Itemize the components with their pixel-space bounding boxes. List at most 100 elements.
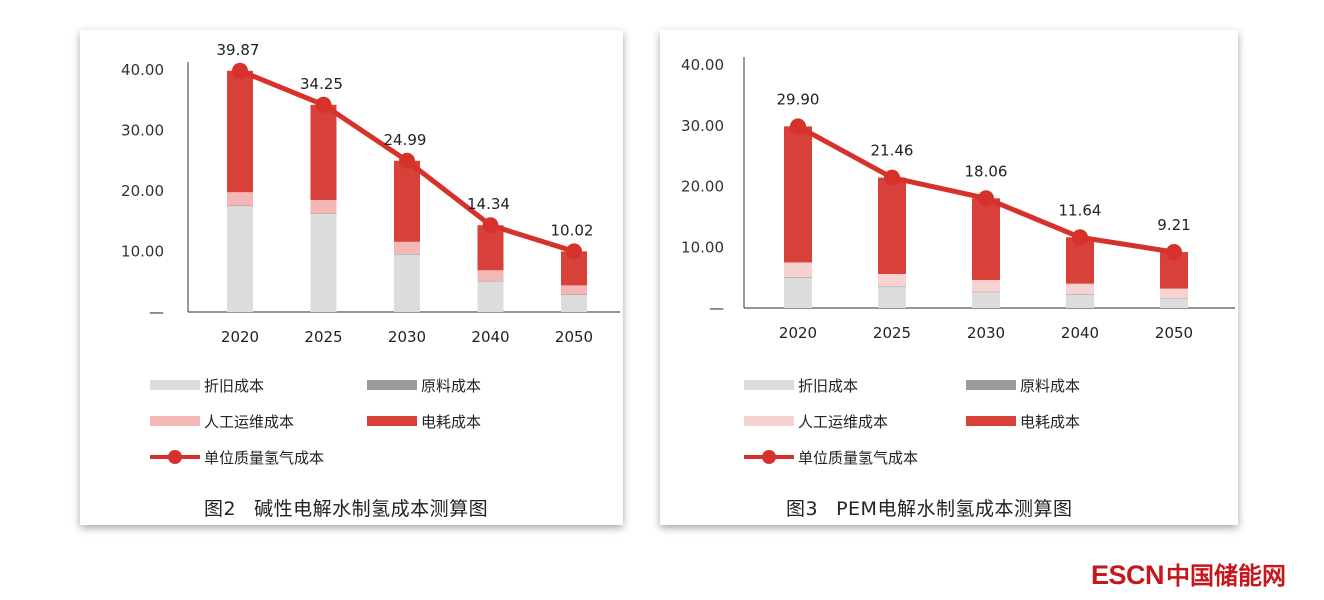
unit-cost-point [315,96,332,113]
bar-segment [477,270,504,282]
y-tick-label: 40.00 [681,56,724,74]
x-tick-label: 2020 [221,328,259,346]
unit-cost-point [399,152,415,169]
y-tick-label: 20.00 [681,178,724,196]
data-label: 10.02 [551,221,594,239]
legend-item-electricity: 电耗成本 [966,411,1080,431]
legend-item-depreciation: 折旧成本 [150,375,264,395]
bar-segment [227,205,253,207]
data-label: 21.46 [871,142,914,160]
legend-label: 折旧成本 [204,376,265,395]
bar-segment [561,295,587,312]
data-label: 39.87 [217,41,260,59]
bar-segment [784,262,812,278]
data-label: 24.99 [384,131,427,149]
bar-segment [1160,298,1188,308]
x-tick-label: 2030 [388,328,426,346]
data-label: 34.25 [300,75,343,93]
bar-segment [1066,294,1094,295]
bar-segment [310,104,337,201]
legend-item-labor: 人工运维成本 [150,411,294,431]
data-label: 9.21 [1157,216,1190,234]
y-tick-label: 30.00 [681,117,724,135]
x-tick-label: 2040 [1061,324,1099,342]
legend-label: 人工运维成本 [204,412,295,431]
bar-segment [878,177,906,274]
unit-cost-point [232,62,248,79]
data-label: 29.90 [777,90,820,108]
legend-swatch [966,380,1016,390]
y-tick-label: 40.00 [121,61,164,79]
bar-segment [310,213,337,312]
bar-segment [1160,298,1188,299]
figure-caption: 图3 PEM电解水制氢成本测算图 [786,494,1072,521]
alkaline-chart-plot: 40.00 30.00 20.00 10.00 — 2020 2025 2030 2040 205… [121,41,620,346]
bar-segment [1066,283,1094,295]
y-tick-label: 10.00 [681,238,724,256]
escn-logo: ESCN中国储能网 [1091,556,1286,591]
y-tick-label: 20.00 [121,182,164,200]
figure-title: PEM电解水制氢成本测算图 [836,498,1073,520]
y-tick-label: 30.00 [121,122,164,140]
bar-segment [784,277,812,278]
bar-segment [878,273,906,287]
unit-cost-point [1166,244,1182,261]
legend-item-depreciation: 折旧成本 [744,375,858,395]
data-label: 11.64 [1059,201,1102,219]
legend-label: 电耗成本 [421,412,482,431]
bar-segment [394,253,420,255]
bar-segment [1160,288,1188,299]
legend-swatch [367,416,417,426]
bar-segment [878,286,906,308]
bar-segment [784,126,812,263]
bar-segment [310,200,337,214]
unit-cost-point [790,118,806,135]
unit-cost-point [978,190,994,207]
figure-caption: 图2 碱性电解水制氢成本测算图 [204,494,488,521]
x-tick-label: 2040 [471,328,509,346]
y-tick-label: 10.00 [121,243,164,261]
unit-cost-point [566,243,582,260]
x-tick-label: 2025 [873,324,911,342]
bar-segment [561,294,587,296]
logo-text-en: ESCN [1091,560,1165,590]
bar-segment [972,292,1000,308]
logo-text-zh: 中国储能网 [1166,562,1287,590]
pem-chart-plot: 40.00 30.00 20.00 10.00 — 2020 2025 2030 2040 205… [681,56,1235,342]
legend-swatch [150,416,200,426]
y-tick-label: — [149,303,164,321]
chart-panel-alkaline: 40.00 30.00 20.00 10.00 — 2020 2025 2030 2040 205… [80,30,623,525]
x-tick-label: 2030 [967,324,1005,342]
legend-swatch [744,416,794,426]
unit-cost-point [1072,229,1088,246]
x-tick-label: 2050 [1155,324,1193,342]
legend-item-material: 原料成本 [966,375,1080,395]
unit-cost-point [482,217,499,234]
x-tick-label: 2050 [555,328,593,346]
data-label: 18.06 [965,162,1008,180]
legend-swatch [966,416,1016,426]
bar-segment [227,70,253,193]
legend-label: 人工运维成本 [798,412,889,431]
bar-segment [972,198,1000,281]
legend-swatch [744,380,794,390]
chart-panel-pem: 40.00 30.00 20.00 10.00 — 2020 2025 2030 2040 205… [660,30,1238,525]
bar-segment [878,286,906,287]
legend-item-unit-cost: 单位质量氢气成本 [744,447,918,467]
bar-segment [310,213,337,214]
bar-segment [394,254,420,312]
bar-segment [561,285,587,295]
y-tick-label: — [709,299,724,317]
data-label: 14.34 [467,195,510,213]
bar-segment [784,277,812,308]
legend-label: 原料成本 [1020,376,1081,395]
legend-label: 原料成本 [421,376,482,395]
legend-label: 单位质量氢气成本 [204,448,325,467]
legend-label: 折旧成本 [798,376,859,395]
legend-label: 电耗成本 [1020,412,1081,431]
unit-cost-point [884,169,900,186]
legend-line-swatch [150,450,200,464]
bar-segment [394,241,420,254]
bar-segment [394,160,420,242]
legend-swatch [367,380,417,390]
